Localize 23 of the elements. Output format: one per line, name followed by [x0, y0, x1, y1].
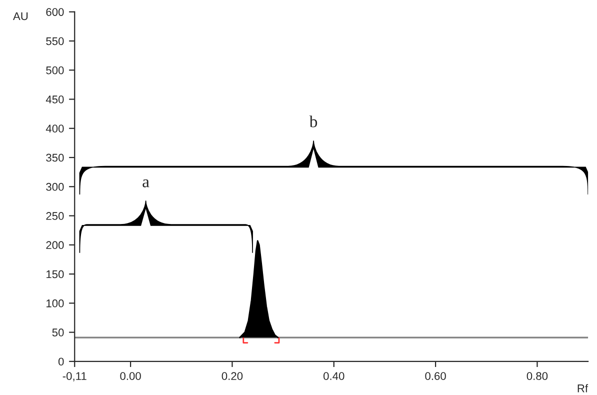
- x-axis-title: Rf: [578, 384, 588, 392]
- y-tick-label: 350: [46, 154, 64, 162]
- y-tick-label: 0: [58, 358, 64, 366]
- x-tick-label: 0.00: [120, 372, 141, 380]
- y-tick-label: 150: [46, 270, 64, 278]
- y-tick-label: 300: [46, 182, 64, 191]
- x-tick-label: 0.80: [526, 372, 548, 380]
- x-tick-label: -0,11: [62, 372, 86, 382]
- y-tick-label: 400: [46, 124, 64, 133]
- y-tick-label: 450: [46, 96, 64, 104]
- x-tick-label: 0.40: [324, 372, 344, 380]
- y-tick-label: 250: [46, 212, 64, 220]
- annotation: a: [142, 179, 150, 188]
- y-tick-label: 100: [46, 299, 64, 308]
- y-tick-label: 600: [46, 8, 64, 16]
- annotation: b: [309, 116, 318, 128]
- y-tick-label: 500: [46, 66, 64, 74]
- y-axis-title: AU: [13, 12, 28, 20]
- y-tick-label: 200: [46, 241, 64, 250]
- x-tick-label: 0.60: [425, 372, 446, 380]
- y-tick-label: 50: [52, 328, 64, 336]
- x-tick-label: 0.20: [222, 372, 243, 380]
- y-tick-label: 550: [46, 37, 64, 46]
